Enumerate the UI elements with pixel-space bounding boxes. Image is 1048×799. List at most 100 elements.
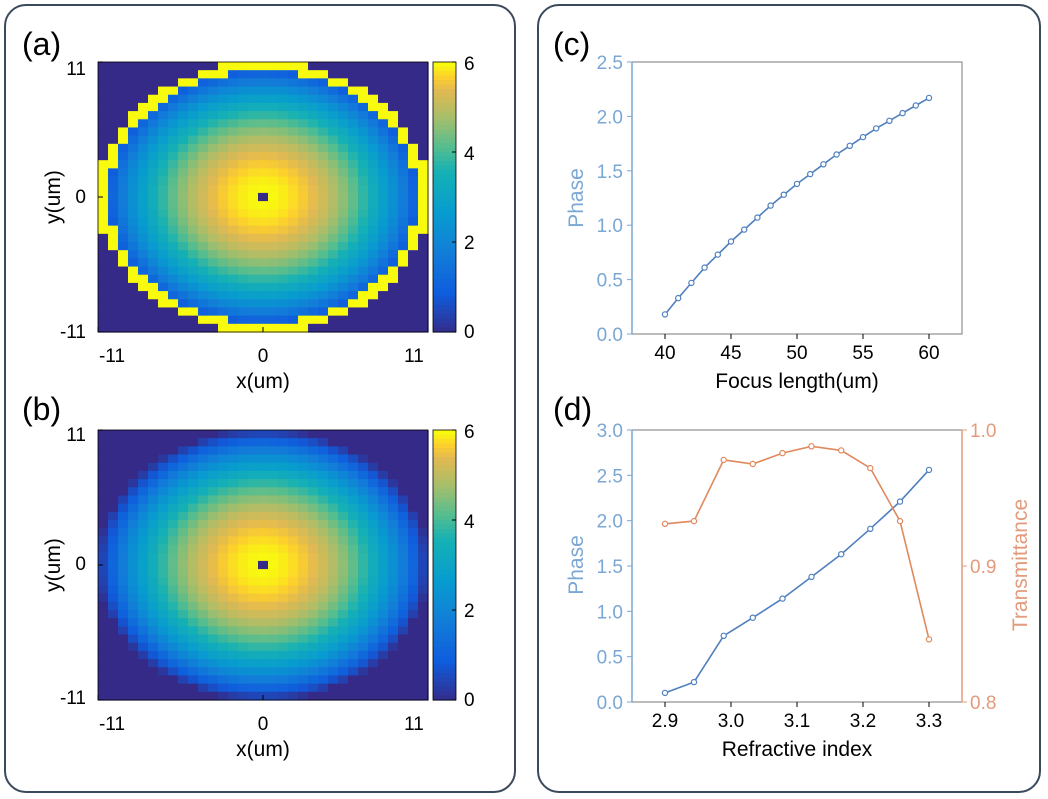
heatmap-cell	[128, 495, 139, 505]
heatmap-cell	[418, 659, 429, 668]
colorbar-segment	[433, 601, 456, 607]
colorbar-segment	[433, 246, 456, 252]
x-tick-label: 3.2	[850, 711, 876, 732]
heatmap-cell	[238, 225, 249, 235]
heatmap-cell	[148, 291, 159, 300]
heatmap-cell	[308, 209, 319, 219]
heatmap-cell	[128, 454, 139, 464]
heatmap-cell	[328, 601, 339, 611]
series-line-phase	[664, 97, 930, 315]
heatmap-cell	[418, 225, 429, 235]
heatmap-cell	[248, 454, 259, 464]
heatmap-cell	[288, 454, 299, 464]
heatmap-cell	[358, 307, 369, 317]
heatmap-cell	[228, 487, 239, 497]
heatmap-cell	[128, 225, 139, 235]
heatmap-cell	[338, 470, 349, 480]
heatmap-cell	[408, 618, 419, 627]
heatmap-cell	[328, 560, 339, 570]
heatmap-cell	[418, 675, 429, 685]
heatmap-cell	[208, 675, 219, 685]
heatmap-cell	[418, 560, 429, 570]
heatmap-cell	[208, 650, 219, 660]
heatmap-cell	[168, 102, 179, 112]
data-point	[808, 443, 815, 450]
heatmap-cell	[388, 610, 399, 619]
data-point	[754, 214, 761, 221]
heatmap-cell	[188, 143, 199, 153]
heatmap-cell	[368, 119, 379, 129]
heatmap-cell	[128, 560, 139, 570]
heatmap-cell	[278, 503, 289, 513]
heatmap-cell	[118, 610, 129, 619]
heatmap-cell	[308, 291, 319, 300]
heatmap-cell	[218, 225, 229, 235]
heatmap-cell	[388, 62, 399, 71]
heatmap-cell	[108, 552, 119, 562]
data-point	[688, 279, 695, 287]
heatmap-cell	[258, 659, 269, 668]
heatmap-cell	[238, 462, 249, 472]
heatmap-cell	[148, 585, 159, 595]
heatmap-cell	[258, 176, 269, 186]
heatmap-cell	[408, 650, 419, 660]
heatmap-cell	[288, 626, 299, 636]
heatmap-cell	[208, 250, 219, 259]
heatmap-cell	[318, 135, 329, 145]
heatmap-cell	[348, 675, 359, 685]
heatmap-cell	[158, 577, 169, 587]
heatmap-cell	[338, 217, 349, 227]
heatmap-cell	[138, 520, 149, 529]
heatmap-cell	[238, 201, 249, 210]
heatmap-cell	[378, 323, 389, 333]
colorbar-segment	[433, 255, 456, 261]
heatmap-cell	[208, 102, 219, 112]
heatmap-cell	[238, 242, 249, 251]
heatmap-cell	[248, 634, 259, 644]
heatmap-cell	[168, 274, 179, 284]
heatmap-cell	[408, 667, 419, 677]
heatmap-cell	[148, 201, 159, 210]
heatmap-cell	[148, 135, 159, 145]
heatmap-cell	[318, 176, 329, 186]
heatmap-cell	[418, 634, 429, 644]
heatmap-cell	[258, 536, 269, 546]
heatmap-cell	[218, 659, 229, 668]
heatmap-cell	[228, 503, 239, 513]
heatmap-cell	[368, 454, 379, 464]
heatmap-cell	[118, 585, 129, 595]
heatmap-cell	[418, 111, 429, 120]
heatmap-cell	[248, 168, 259, 178]
a-cbar-tick-0: 0	[464, 322, 475, 343]
heatmap-cell	[308, 217, 319, 227]
heatmap-cell	[158, 135, 169, 145]
heatmap-cell	[408, 544, 419, 554]
heatmap-cell	[358, 111, 369, 120]
colorbar-a	[432, 61, 457, 333]
heatmap-cell	[318, 650, 329, 660]
heatmap-cell	[228, 593, 239, 603]
heatmap-cell	[138, 536, 149, 546]
heatmap-cell	[98, 176, 109, 186]
heatmap-cell	[348, 102, 359, 112]
data-point	[661, 520, 669, 528]
heatmap-cell	[338, 250, 349, 259]
heatmap-cell	[168, 446, 179, 456]
heatmap-cell	[198, 266, 209, 276]
data-point	[925, 466, 933, 474]
heatmap-cell	[238, 667, 249, 677]
heatmap-cell	[318, 667, 329, 677]
heatmap-cell	[318, 152, 329, 161]
colorbar-segment	[433, 659, 456, 665]
heatmap-cell	[328, 86, 339, 96]
heatmap-cell	[128, 217, 139, 227]
heatmap-cell	[128, 176, 139, 186]
heatmap-cell	[268, 217, 279, 227]
heatmap-cell	[258, 462, 269, 472]
heatmap-cell	[338, 593, 349, 603]
heatmap-cell	[338, 62, 349, 71]
heatmap-cell	[158, 642, 169, 652]
heatmap-cell	[228, 209, 239, 219]
heatmap-a	[97, 61, 429, 333]
heatmap-cell	[138, 282, 149, 292]
